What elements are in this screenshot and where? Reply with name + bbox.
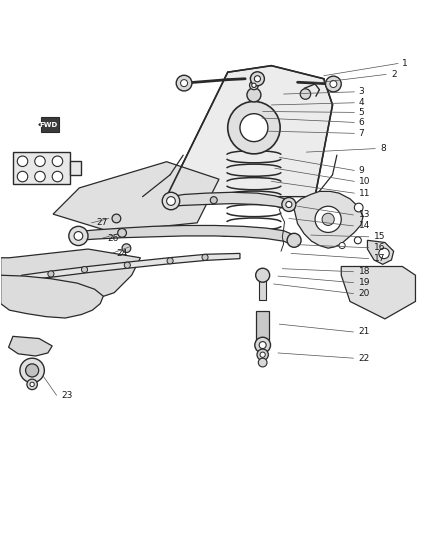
Polygon shape <box>77 225 294 246</box>
Polygon shape <box>259 280 266 300</box>
Polygon shape <box>256 311 269 341</box>
Polygon shape <box>341 266 416 319</box>
Circle shape <box>118 229 127 237</box>
Circle shape <box>300 89 311 99</box>
Circle shape <box>322 213 334 225</box>
Circle shape <box>228 101 280 154</box>
Circle shape <box>17 156 28 166</box>
Circle shape <box>247 88 261 102</box>
Polygon shape <box>1 249 141 310</box>
Text: 27: 27 <box>97 219 108 228</box>
Circle shape <box>52 171 63 182</box>
Text: 13: 13 <box>359 211 370 220</box>
Text: 19: 19 <box>359 278 370 287</box>
Text: 3: 3 <box>359 87 364 96</box>
Circle shape <box>20 358 44 383</box>
Text: 8: 8 <box>381 144 386 153</box>
Text: 14: 14 <box>359 221 370 230</box>
Circle shape <box>260 352 265 357</box>
Circle shape <box>25 364 39 377</box>
Circle shape <box>69 227 88 246</box>
Polygon shape <box>1 275 103 318</box>
Text: 1: 1 <box>403 59 408 68</box>
Circle shape <box>258 358 267 367</box>
Circle shape <box>379 248 389 259</box>
Circle shape <box>259 342 266 349</box>
Circle shape <box>35 156 45 166</box>
Circle shape <box>162 192 180 210</box>
Text: 4: 4 <box>359 98 364 107</box>
Polygon shape <box>293 191 363 248</box>
Circle shape <box>81 266 88 272</box>
Polygon shape <box>53 161 219 231</box>
Circle shape <box>240 114 268 142</box>
Text: 2: 2 <box>392 70 397 79</box>
Circle shape <box>354 203 363 212</box>
Circle shape <box>330 80 337 87</box>
Text: 11: 11 <box>359 189 370 198</box>
Text: 6: 6 <box>359 118 364 127</box>
Circle shape <box>52 156 63 166</box>
Circle shape <box>282 198 296 212</box>
Circle shape <box>17 171 28 182</box>
Circle shape <box>202 254 208 261</box>
Polygon shape <box>9 336 52 356</box>
Polygon shape <box>13 152 70 184</box>
Circle shape <box>251 75 258 82</box>
Text: 5: 5 <box>359 108 364 117</box>
Text: FWD: FWD <box>39 122 58 127</box>
Polygon shape <box>21 253 240 280</box>
Text: 9: 9 <box>359 166 364 175</box>
Circle shape <box>124 262 131 268</box>
Text: 7: 7 <box>359 129 364 138</box>
Text: 23: 23 <box>62 391 73 400</box>
Circle shape <box>74 231 83 240</box>
Text: 18: 18 <box>359 267 370 276</box>
Circle shape <box>35 171 45 182</box>
Text: 24: 24 <box>117 249 127 258</box>
Polygon shape <box>170 192 289 209</box>
Circle shape <box>315 206 341 232</box>
Circle shape <box>339 243 345 248</box>
Circle shape <box>210 197 217 204</box>
Circle shape <box>30 382 34 386</box>
Circle shape <box>176 75 192 91</box>
Text: 16: 16 <box>374 243 385 252</box>
Circle shape <box>256 268 270 282</box>
Circle shape <box>112 214 121 223</box>
Circle shape <box>251 72 265 86</box>
Circle shape <box>167 258 173 264</box>
Circle shape <box>122 244 131 253</box>
FancyBboxPatch shape <box>41 117 59 132</box>
Text: 20: 20 <box>359 289 370 298</box>
Polygon shape <box>70 161 81 175</box>
Circle shape <box>166 197 175 205</box>
Text: 21: 21 <box>359 327 370 336</box>
Text: 26: 26 <box>108 233 119 243</box>
Circle shape <box>180 79 187 87</box>
Circle shape <box>252 83 256 87</box>
Text: 17: 17 <box>374 254 385 263</box>
Text: 22: 22 <box>359 354 370 362</box>
Circle shape <box>287 233 301 247</box>
Circle shape <box>255 337 271 353</box>
Text: 10: 10 <box>359 177 370 186</box>
Circle shape <box>257 349 268 360</box>
Circle shape <box>254 76 261 82</box>
Circle shape <box>325 76 341 92</box>
Circle shape <box>250 81 258 90</box>
Text: 15: 15 <box>374 232 385 241</box>
Polygon shape <box>367 240 394 264</box>
Circle shape <box>27 379 37 390</box>
Circle shape <box>48 271 54 277</box>
Polygon shape <box>166 66 332 197</box>
Circle shape <box>286 201 292 207</box>
Circle shape <box>354 237 361 244</box>
